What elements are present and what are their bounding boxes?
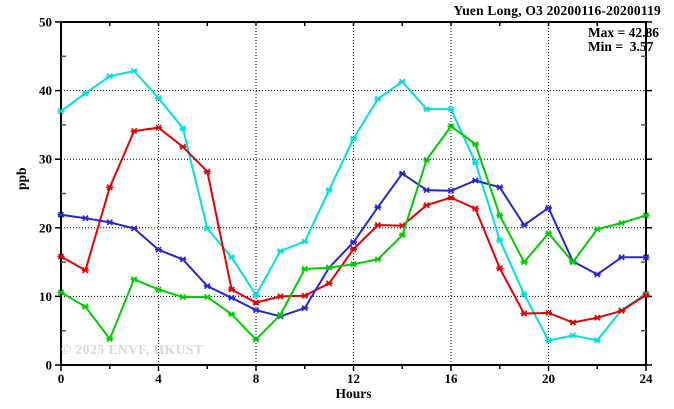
series-markers-cyan-day [57, 67, 650, 344]
x-tick-label-0: 0 [58, 371, 65, 386]
x-tick-label-8: 8 [253, 371, 260, 386]
x-axis-title: Hours [335, 386, 372, 401]
chart-title: Yuen Long, O3 20200116-20200119 [453, 3, 661, 18]
x-tick-label-16: 16 [445, 371, 459, 386]
y-tick-label-50: 50 [39, 15, 52, 30]
min-stat: Min = 3.57 [587, 39, 654, 54]
x-tick-label-12: 12 [347, 371, 360, 386]
max-stat: Max = 42.86 [587, 25, 659, 40]
y-tick-label-0: 0 [46, 358, 53, 373]
watermark: © 2025 ENVF, HKUST [61, 342, 204, 357]
y-tick-label-10: 10 [39, 289, 52, 304]
y-tick-label-30: 30 [39, 152, 52, 167]
stats-box: Max = 42.86 Min = 3.57 [588, 26, 659, 54]
x-tick-label-24: 24 [640, 371, 654, 386]
series-markers-green-day [57, 123, 650, 343]
y-tick-label-40: 40 [39, 83, 52, 98]
x-tick-label-4: 4 [155, 371, 162, 386]
y-axis-title: ppb [14, 167, 29, 190]
x-tick-label-20: 20 [542, 371, 555, 386]
series-markers-red-day [57, 124, 650, 326]
y-tick-label-20: 20 [39, 220, 52, 235]
series-line-red-day [60, 126, 647, 324]
